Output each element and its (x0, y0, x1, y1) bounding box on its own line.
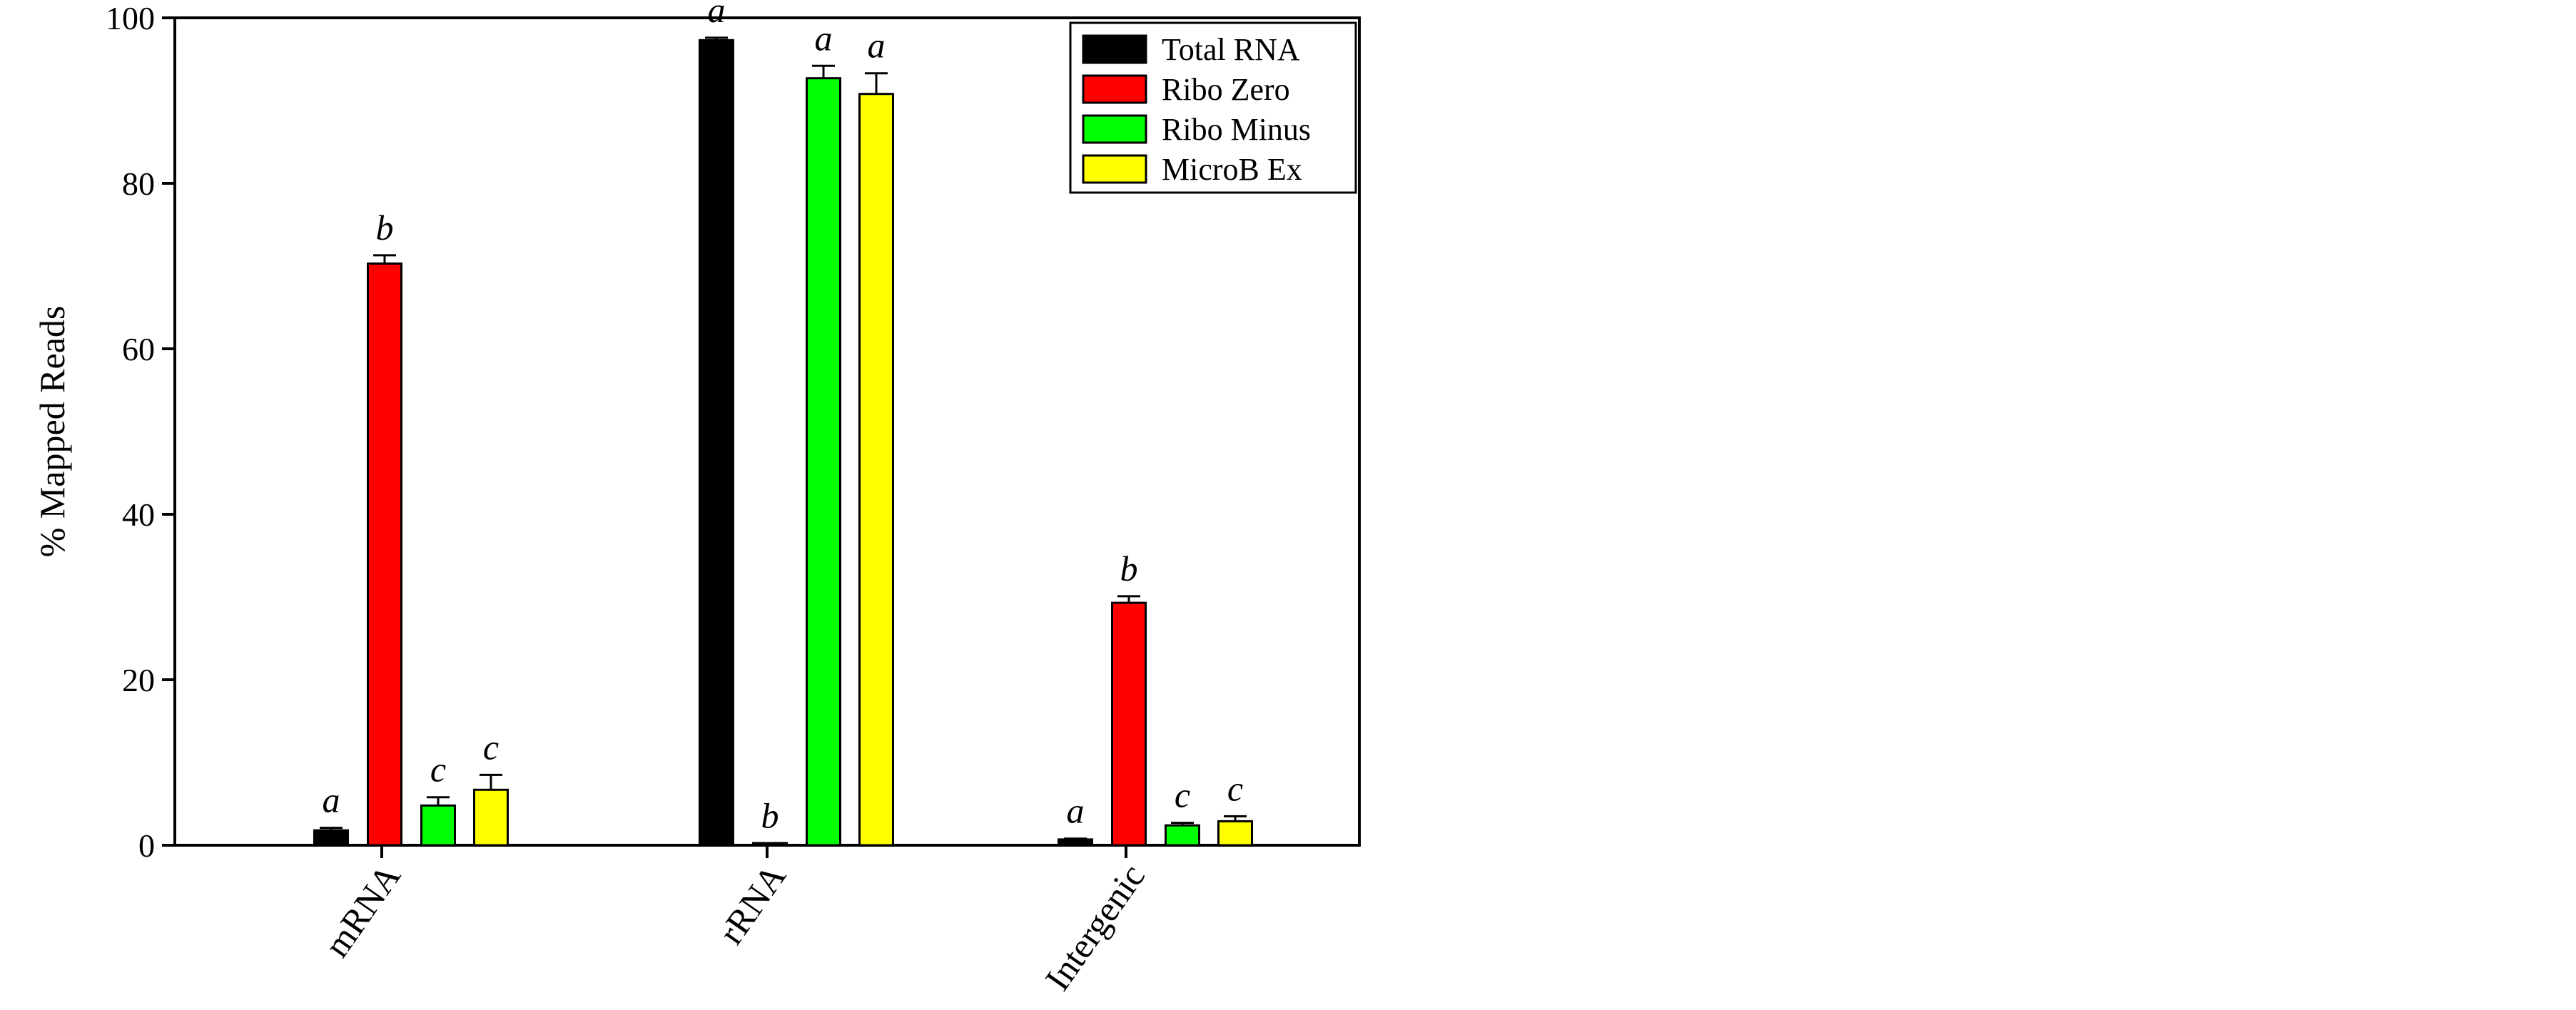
y-tick-label: 80 (122, 165, 155, 202)
significance-label: b (1120, 549, 1138, 588)
bar (699, 39, 734, 847)
significance-label: c (1175, 775, 1190, 815)
y-tick-label: 60 (122, 331, 155, 367)
x-tick-label: mRNA (316, 857, 408, 964)
x-tick-label: Intergenic (1037, 857, 1152, 997)
significance-label: c (430, 750, 446, 790)
legend-label: Ribo Zero (1162, 72, 1290, 107)
legend-swatch (1082, 34, 1147, 64)
bar (367, 262, 402, 847)
legend-swatch (1082, 74, 1147, 104)
significance-label: c (1227, 768, 1243, 808)
y-tick-label: 20 (122, 662, 155, 698)
bar (1217, 820, 1253, 847)
bar (1058, 838, 1093, 847)
significance-label: b (376, 208, 394, 248)
significance-label: c (483, 727, 499, 767)
bar (313, 829, 349, 847)
legend-swatch (1082, 114, 1147, 144)
significance-label: b (761, 796, 779, 836)
bar (1165, 824, 1200, 847)
x-tick-label: rRNA (711, 857, 793, 951)
significance-label: a (868, 26, 886, 66)
legend-swatch (1082, 154, 1147, 184)
bar (420, 804, 456, 847)
y-axis-title: % Mapped Reads (32, 306, 72, 558)
significance-label: a (708, 0, 726, 30)
legend-label: Ribo Minus (1162, 112, 1311, 147)
bar (473, 788, 509, 847)
significance-label: a (323, 780, 340, 820)
legend-label: Total RNA (1162, 32, 1300, 67)
y-tick-label: 100 (106, 0, 155, 36)
significance-label: a (815, 18, 833, 58)
bar (806, 77, 841, 847)
significance-label: a (1067, 791, 1085, 831)
legend-label: MicroB Ex (1162, 152, 1302, 187)
y-tick-label: 40 (122, 496, 155, 533)
bar (1111, 601, 1147, 847)
bar (858, 93, 894, 847)
y-tick-label: 0 (138, 827, 155, 864)
legend: Total RNA Ribo Zero Ribo Minus MicroB Ex (1069, 21, 1357, 194)
